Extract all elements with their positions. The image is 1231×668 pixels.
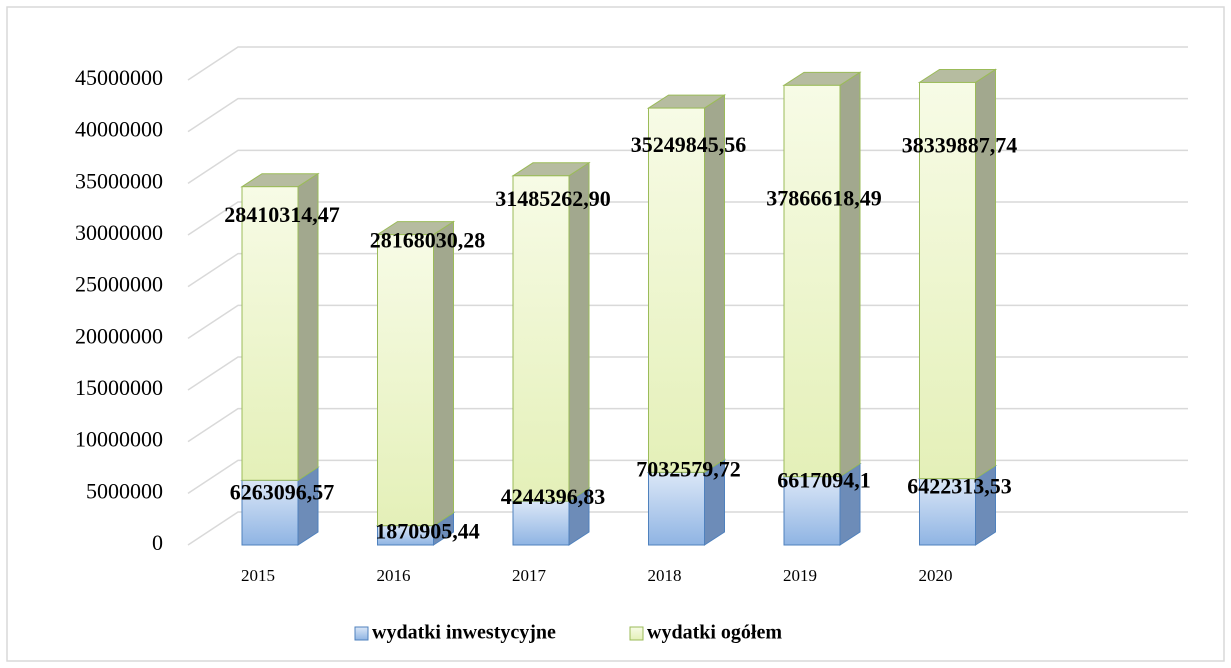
bar-front	[783, 84, 841, 478]
grid-line	[187, 201, 1188, 236]
grid-line	[187, 149, 1188, 184]
bar-segment	[511, 161, 591, 503]
value-label: 6422313,53	[907, 474, 1012, 499]
bar-front	[919, 81, 976, 480]
value-label: 1870905,44	[375, 519, 480, 544]
bar-segment	[917, 68, 998, 480]
y-tick-label: 35000000	[75, 168, 163, 193]
value-label: 28410314,47	[224, 202, 340, 227]
bar-front	[919, 478, 976, 546]
y-tick-label: 0	[152, 530, 163, 555]
bar-front	[241, 186, 299, 481]
legend-swatch	[629, 626, 644, 641]
value-label: 38339887,74	[902, 133, 1018, 158]
bar-segment	[240, 172, 320, 482]
grid-line	[187, 356, 1188, 391]
y-tick-label: 30000000	[75, 220, 163, 245]
value-label: 6263096,57	[230, 479, 335, 504]
value-label: 35249845,56	[631, 132, 747, 157]
bar-side	[975, 68, 996, 480]
bar-segment	[782, 71, 862, 478]
bar-front	[377, 234, 434, 527]
value-label: 6617094,1	[777, 468, 871, 493]
x-tick-label: 2018	[648, 566, 682, 585]
grid-line	[187, 46, 1188, 81]
bar-front	[783, 476, 841, 546]
bar-front	[241, 479, 299, 546]
value-label: 37866618,49	[766, 185, 882, 210]
grid-line	[187, 407, 1188, 443]
bar-side	[568, 161, 590, 503]
value-label: 7032579,72	[636, 456, 741, 481]
y-tick-label: 40000000	[75, 117, 163, 142]
x-tick-label: 2017	[512, 566, 547, 585]
legend-swatch	[354, 626, 369, 641]
grid-line	[187, 252, 1188, 288]
value-label: 28168030,28	[370, 228, 486, 253]
x-tick-label: 2016	[377, 566, 411, 585]
grid-line	[187, 97, 1188, 133]
grid-line	[187, 511, 1188, 546]
grid-line	[187, 459, 1188, 494]
bar-front	[648, 471, 705, 546]
value-label: 31485262,90	[495, 186, 611, 211]
chart-border	[6, 6, 1225, 662]
y-tick-label: 45000000	[75, 65, 163, 90]
y-tick-label: 10000000	[75, 427, 163, 452]
bar-front	[648, 107, 705, 473]
x-tick-label: 2015	[241, 566, 275, 585]
x-tick-label: 2020	[919, 566, 953, 585]
bar-side	[433, 220, 454, 527]
y-tick-label: 25000000	[75, 272, 163, 297]
legend-label: wydatki inwestycyjne	[372, 622, 556, 644]
x-tick-label: 2019	[783, 566, 817, 585]
bar-segment	[375, 220, 456, 527]
bar-front	[512, 175, 570, 502]
bar-side	[839, 71, 861, 478]
bar-segment	[646, 94, 727, 474]
y-tick-label: 5000000	[86, 478, 163, 503]
y-tick-label: 15000000	[75, 375, 163, 400]
y-tick-label: 20000000	[75, 323, 163, 348]
legend-label: wydatki ogółem	[647, 622, 782, 644]
value-label: 4244396,83	[501, 484, 606, 509]
grid-line	[187, 304, 1188, 339]
